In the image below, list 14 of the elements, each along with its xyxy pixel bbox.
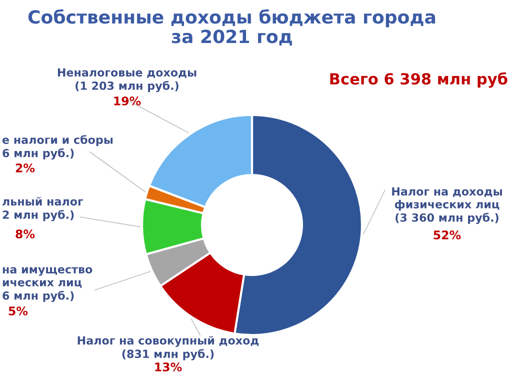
data-label: 8% — [16, 229, 35, 238]
slice-label: Неналоговые доходы (1 203 млн руб.) — [58, 68, 196, 92]
data-label: 5% — [8, 306, 28, 316]
slice-label: льный налог 2 млн руб.) — [2, 196, 84, 222]
chart-title: Собственные доходы бюджета города за 2021 год — [28, 9, 436, 46]
slice-label: на имущество ических лиц 6 млн руб.) — [2, 267, 92, 302]
slice-label: Налог на совокупный доход (831 млн руб.) — [78, 336, 259, 360]
slice-label: е налоги и сборы 6 млн руб.) — [2, 135, 113, 160]
slice-label: Налог на доходы физических лиц (3 360 млн руб.) — [392, 187, 502, 224]
text: Всего 6 398 млн руб — [330, 72, 508, 88]
data-label: 19% — [114, 96, 141, 106]
data-label: 52% — [434, 230, 461, 240]
data-label: 13% — [155, 362, 182, 372]
data-label: 2% — [16, 163, 35, 172]
